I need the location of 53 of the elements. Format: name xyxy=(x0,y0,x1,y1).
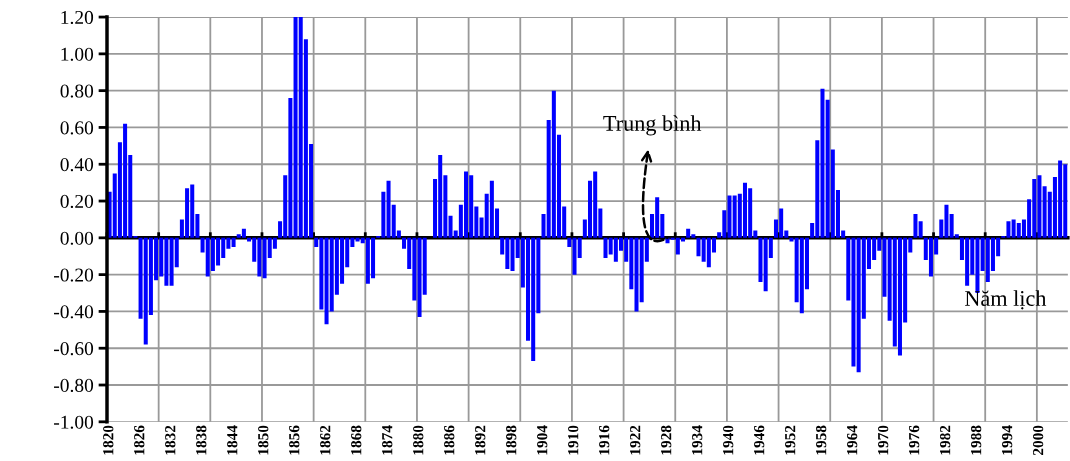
x-tick-label: 1898 xyxy=(506,425,517,455)
x-tick-label: 1892 xyxy=(475,425,486,455)
y-tick-label: 0.80 xyxy=(60,84,94,98)
bar xyxy=(913,213,918,238)
annotation: Trung bình xyxy=(603,115,702,136)
x-tick-label: 1850 xyxy=(258,425,269,455)
x-tick-label: 1862 xyxy=(320,425,331,455)
x-tick-label: 1964 xyxy=(847,425,858,455)
y-tick-label: 1.20 xyxy=(61,10,94,25)
y-tick-label: 0.60 xyxy=(60,121,94,135)
x-tick-label: 1886 xyxy=(444,425,455,455)
y-tick-label: -0.80 xyxy=(54,378,94,393)
x-tick-label: 1982 xyxy=(939,425,951,455)
x-tick-label: 1946 xyxy=(754,425,765,455)
x-tick-label: 1868 xyxy=(351,425,362,455)
y-tick-label: -1.00 xyxy=(54,415,94,429)
x-tick-label: 1976 xyxy=(909,425,920,455)
x-tick-label: 2000 xyxy=(1032,425,1044,455)
y-tick-label: -0.60 xyxy=(54,342,94,356)
x-tick-label: 1916 xyxy=(599,425,610,455)
x-tick-label: 1820 xyxy=(103,425,114,455)
bar xyxy=(918,221,923,238)
y-tick-label: 0.20 xyxy=(60,194,94,209)
y-tick-label: -0.20 xyxy=(54,268,94,282)
y-tick-label: 1.00 xyxy=(61,47,94,61)
x-tick-label: 1922 xyxy=(630,425,641,455)
x-tick-label: 1826 xyxy=(134,425,145,455)
x-tick-label: 1928 xyxy=(661,425,672,455)
bar xyxy=(567,237,572,248)
x-tick-label: 1958 xyxy=(815,425,827,455)
bar xyxy=(789,237,794,242)
x-tick-label: 1832 xyxy=(165,425,176,455)
x-tick-label: 1880 xyxy=(413,425,424,455)
y-tick-label: 0.40 xyxy=(60,158,94,172)
x-tick-label: 1934 xyxy=(692,425,703,455)
y-tick-label: -0.40 xyxy=(54,305,94,319)
x-tick-label: 1994 xyxy=(1002,425,1013,455)
x-tick-label: 1940 xyxy=(723,425,734,455)
x-tick-label: 1970 xyxy=(877,425,889,455)
bar xyxy=(742,182,748,238)
bar xyxy=(686,228,691,238)
y-tick-label: 0.00 xyxy=(60,231,94,245)
x-axis-title: Năm lịch xyxy=(965,290,1047,310)
bar xyxy=(231,237,236,248)
x-tick-label: 1874 xyxy=(382,425,393,455)
x-tick-label: 1856 xyxy=(289,425,300,455)
bar xyxy=(241,228,246,238)
x-tick-label: 1838 xyxy=(196,425,207,455)
x-tick-label: 1988 xyxy=(970,425,982,455)
x-tick-label: 1910 xyxy=(568,425,579,455)
x-tick-label: 1952 xyxy=(785,425,796,455)
x-tick-label: 1844 xyxy=(227,425,238,455)
x-tick-label: 1904 xyxy=(537,425,548,455)
